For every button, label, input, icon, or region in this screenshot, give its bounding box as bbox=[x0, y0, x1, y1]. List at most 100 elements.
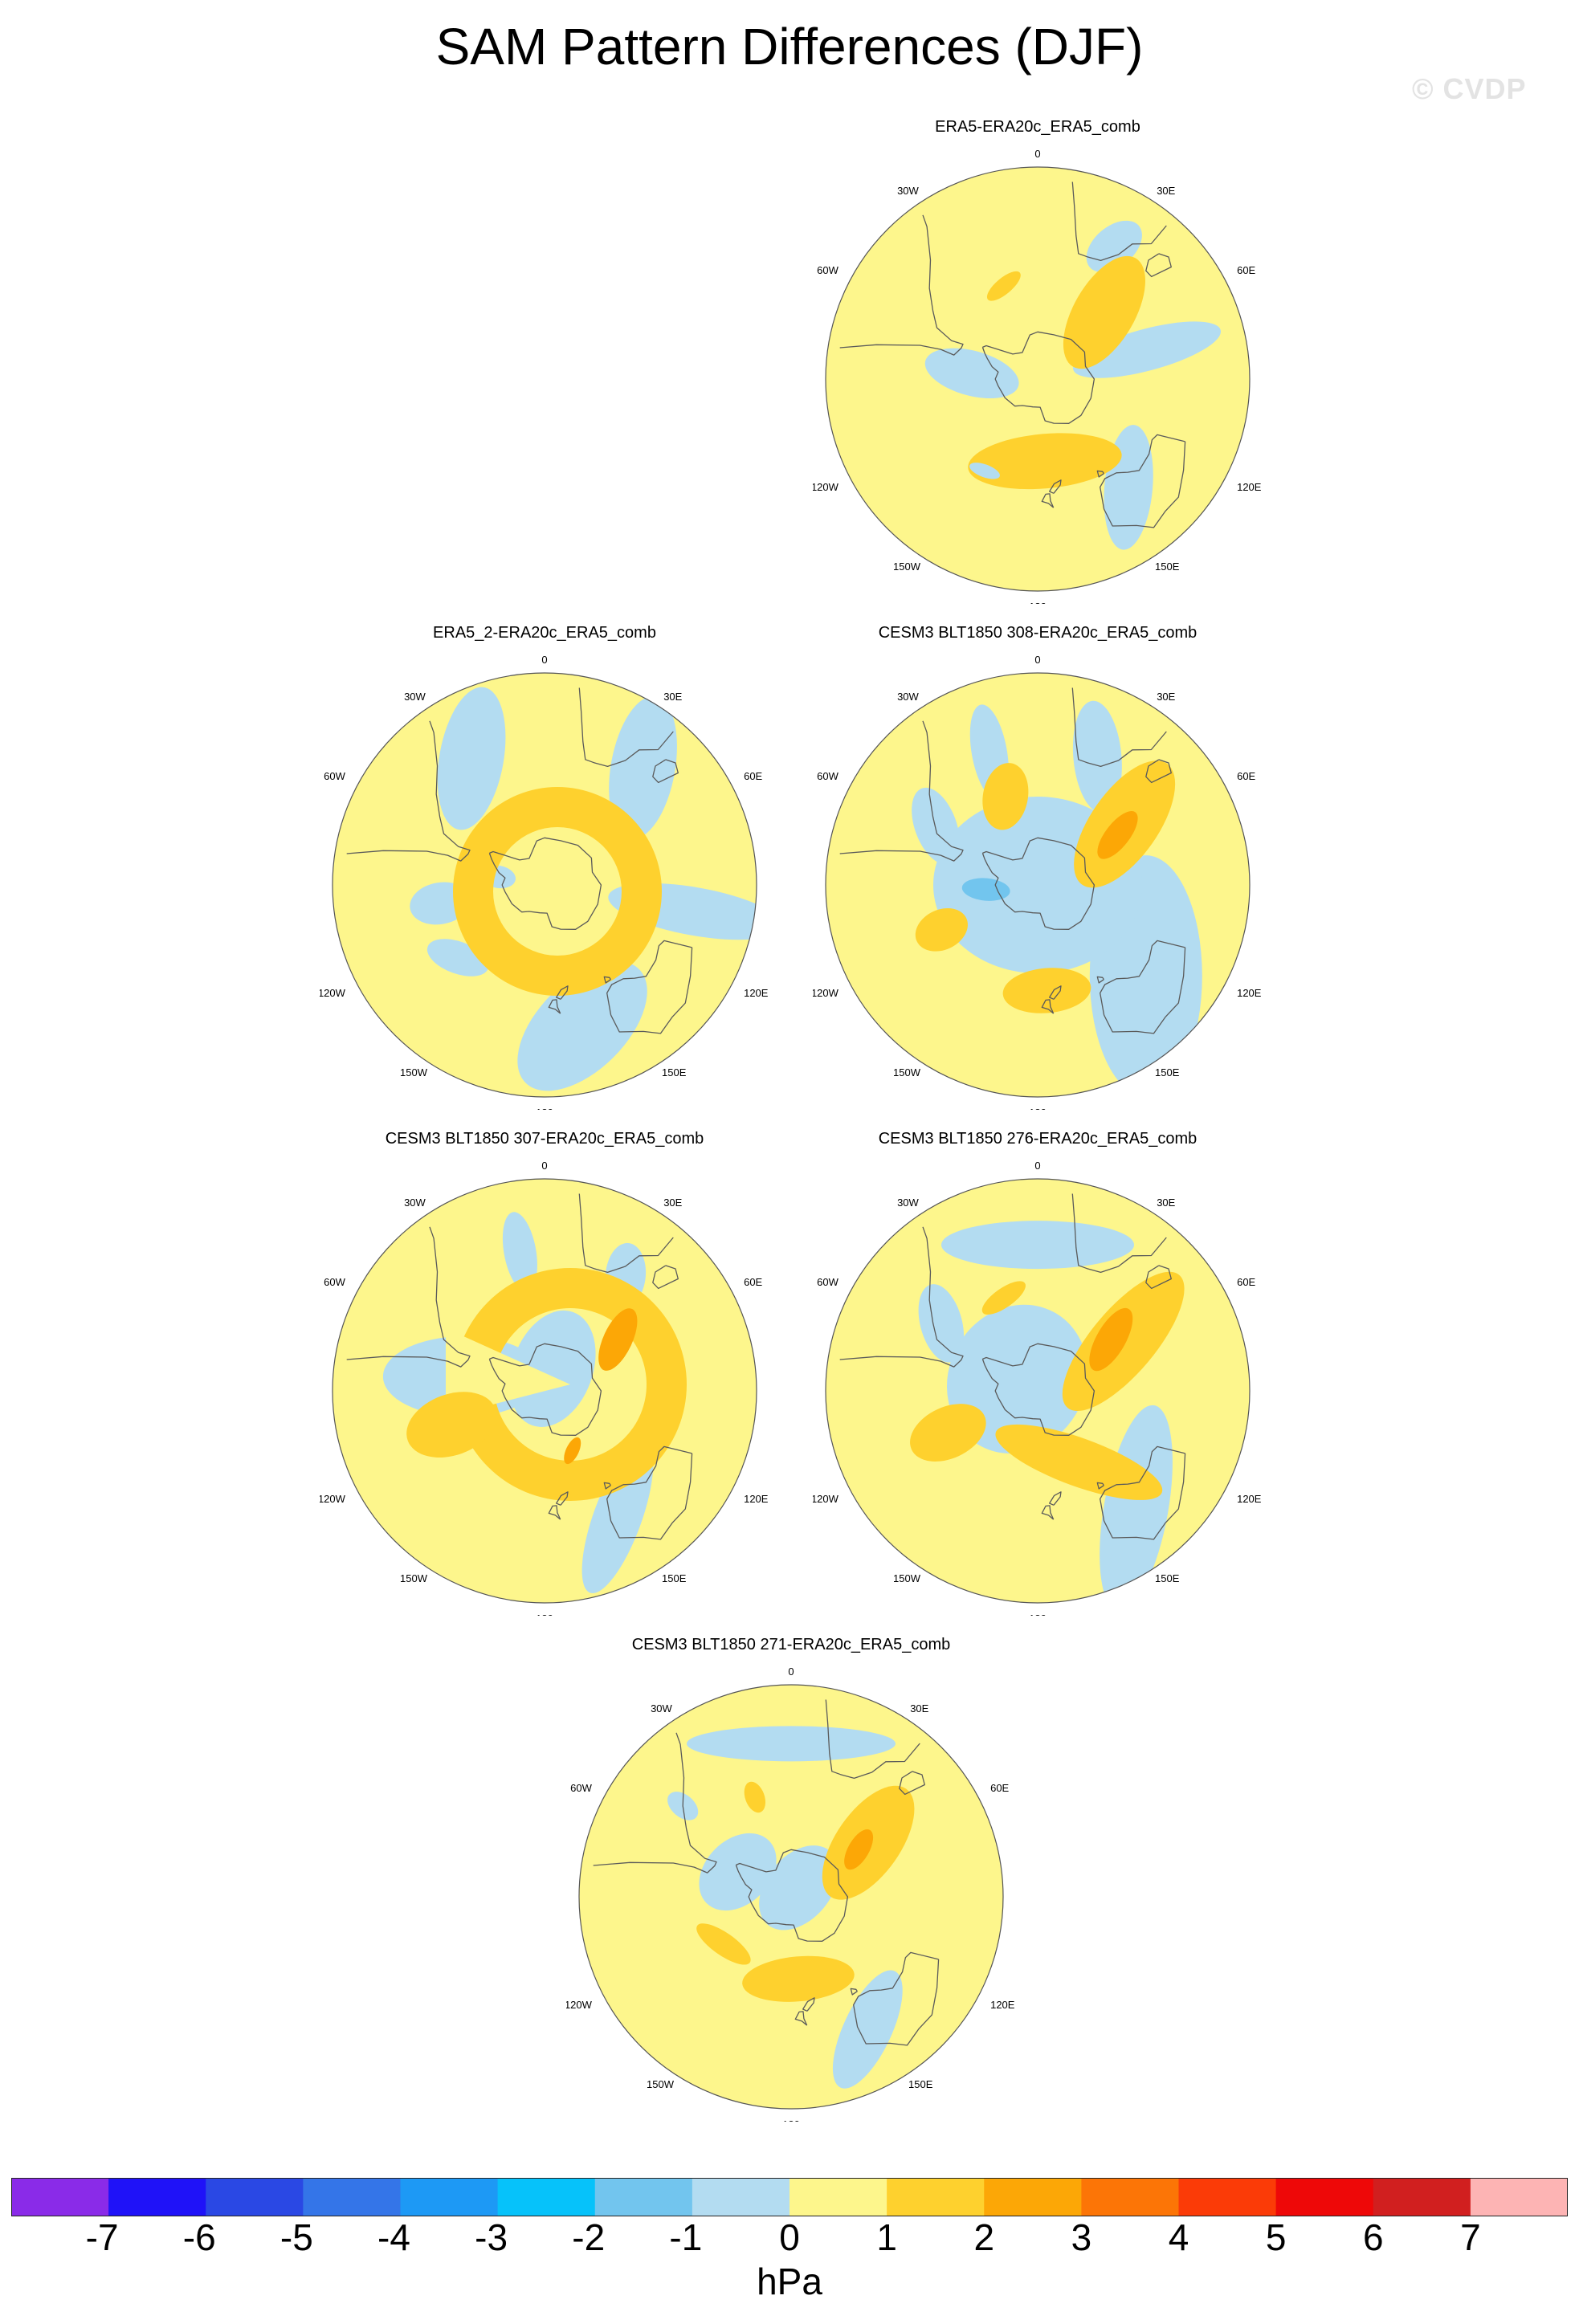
colorbar-tick-label: 5 bbox=[1265, 2216, 1287, 2258]
lon-label-right-lower: 120E bbox=[1237, 987, 1262, 999]
anomaly-orange2 bbox=[1089, 1307, 1133, 1372]
coastline-africa bbox=[825, 1699, 920, 1780]
map-panel-era5-2: ERA5_2-ERA20c_ERA5_comb 030E60E90E120E15… bbox=[320, 623, 769, 1121]
lon-label-top-right: 30E bbox=[663, 1197, 682, 1209]
coastline-tasmania bbox=[603, 976, 611, 984]
lon-label-bottom-right: 150E bbox=[1155, 1572, 1180, 1584]
colorbar-swatch bbox=[1081, 2178, 1180, 2216]
coastline-southAmerica bbox=[346, 1226, 471, 1368]
anomaly-blue bbox=[609, 696, 677, 839]
anomaly-blue bbox=[517, 960, 647, 1091]
lon-label-left-upper: 60W bbox=[324, 1276, 345, 1288]
lon-label-top: 0 bbox=[788, 1666, 794, 1678]
lon-label-bottom-right: 150E bbox=[1155, 1066, 1180, 1078]
anomaly-orange2 bbox=[598, 1308, 638, 1371]
anomaly-orange1 bbox=[986, 271, 1021, 301]
colorbar-tick-label: 2 bbox=[973, 2216, 995, 2258]
lon-label-top: 0 bbox=[1034, 1160, 1040, 1172]
polar-map: 030E60E90E120E150E180150W120W90W60W30W bbox=[320, 1160, 769, 1616]
lon-label-top: 0 bbox=[541, 1160, 547, 1172]
lon-label-top-right: 30E bbox=[663, 691, 682, 703]
anomaly-blue bbox=[969, 463, 1000, 479]
colorbar-tick-label: 3 bbox=[1071, 2216, 1092, 2258]
anomaly-blue bbox=[1072, 700, 1122, 813]
lon-label-top: 0 bbox=[1034, 148, 1040, 160]
coastline-nzSouth bbox=[802, 1997, 815, 2012]
lon-label-right-lower: 120E bbox=[990, 1999, 1015, 2011]
map-panel-cesm308: CESM3 BLT1850 308-ERA20c_ERA5_comb 0 30E 6… bbox=[813, 623, 1263, 1121]
map-outline bbox=[825, 166, 1251, 592]
anomaly-blue bbox=[832, 1970, 903, 2089]
colorbar-swatch bbox=[1470, 2178, 1568, 2216]
lon-label-top-left: 30W bbox=[897, 1197, 919, 1209]
lon-label-top-right: 30E bbox=[1157, 185, 1175, 197]
panel-title: CESM3 BLT1850 307-ERA20c_ERA5_comb bbox=[385, 1130, 704, 1148]
colorbar-swatch bbox=[594, 2178, 693, 2216]
lon-label-left-lower: 120W bbox=[566, 1999, 593, 2011]
colorbar-swatch bbox=[1275, 2178, 1374, 2216]
anomaly-orange1 bbox=[696, 1923, 751, 1965]
coastline-antarctica bbox=[735, 1849, 849, 1942]
anomaly-orange1 bbox=[1002, 968, 1091, 1013]
coastline-nzNorth bbox=[548, 1505, 561, 1520]
anomaly-orange1 bbox=[744, 1781, 766, 1813]
panel-title: ERA5-ERA20c_ERA5_comb bbox=[935, 118, 1140, 136]
colorbar-swatch bbox=[497, 2178, 596, 2216]
anomaly-orange1 bbox=[995, 1424, 1163, 1500]
coastline-antarctica bbox=[981, 331, 1096, 424]
coastline-africa bbox=[1071, 687, 1167, 768]
coastline-tasmania bbox=[1096, 470, 1104, 478]
coastline-nzSouth bbox=[556, 985, 569, 1000]
coastline-tasmania bbox=[1096, 976, 1104, 984]
panel-title: ERA5_2-ERA20c_ERA5_comb bbox=[433, 624, 656, 642]
coastline-madagascar bbox=[1145, 759, 1172, 784]
colorbar-swatch bbox=[400, 2178, 499, 2216]
colorbar-swatch bbox=[108, 2178, 206, 2216]
lon-label-left-upper: 60W bbox=[817, 1276, 838, 1288]
lon-label-bottom: 180 bbox=[536, 1613, 553, 1616]
coastline-australia bbox=[1100, 434, 1186, 528]
lon-label-bottom: 180 bbox=[782, 2118, 800, 2122]
colorbar-tick-label: 0 bbox=[779, 2216, 800, 2258]
field-layer bbox=[826, 673, 1250, 1097]
lon-label-top-left: 30W bbox=[404, 1197, 426, 1209]
polar-map: 030E60E90E120E150E180150W120W90W60W30W bbox=[813, 1160, 1262, 1616]
coastline-southAmerica bbox=[839, 1226, 964, 1368]
colorbar-swatch bbox=[887, 2178, 985, 2216]
lon-label-top-right: 30E bbox=[910, 1702, 928, 1714]
lon-label-left-upper: 60W bbox=[817, 770, 838, 782]
anomaly-orange1 bbox=[915, 907, 968, 952]
panel-title: CESM3 BLT1850 308-ERA20c_ERA5_comb bbox=[878, 624, 1198, 642]
coastline-antarctica bbox=[981, 1343, 1096, 1436]
coastline-australia bbox=[606, 1445, 693, 1540]
coastline-southAmerica bbox=[593, 1732, 717, 1873]
lon-label-bottom-right: 150E bbox=[908, 2078, 933, 2090]
lon-label-right-lower: 120E bbox=[744, 1493, 769, 1505]
lon-label-bottom-left: 150W bbox=[400, 1572, 428, 1584]
coastline-southAmerica bbox=[346, 720, 471, 862]
anomaly-blue bbox=[924, 348, 1019, 399]
lon-label-bottom-left: 150W bbox=[893, 1066, 921, 1078]
lon-label-bottom: 180 bbox=[1029, 1613, 1047, 1616]
coastline-nzSouth bbox=[556, 1491, 569, 1506]
coastline-tasmania bbox=[850, 1988, 858, 1996]
lon-label-bottom-left: 150W bbox=[400, 1066, 428, 1078]
map-outline bbox=[332, 1178, 757, 1604]
map-outline bbox=[825, 672, 1251, 1098]
coastline-australia bbox=[1100, 940, 1186, 1034]
colorbar-swatch bbox=[790, 2178, 887, 2216]
field-layer bbox=[333, 1179, 757, 1603]
lon-label-left-lower: 120W bbox=[813, 481, 839, 493]
map-panel-era5: ERA5-ERA20c_ERA5_comb 030E60E90E120E150E… bbox=[813, 117, 1263, 615]
coastline-southAmerica bbox=[839, 720, 964, 862]
anomaly-blue bbox=[699, 1833, 777, 1911]
coastline-madagascar bbox=[652, 1265, 679, 1290]
map-panel-cesm276: CESM3 BLT1850 276-ERA20c_ERA5_comb 0 30E 6… bbox=[813, 1129, 1263, 1627]
colorbar-tick-label: -2 bbox=[572, 2216, 606, 2258]
coastline-nzNorth bbox=[1041, 1505, 1055, 1520]
anomaly-blue2 bbox=[961, 878, 1010, 901]
anomaly-orange1 bbox=[981, 1281, 1026, 1315]
colorbar-tick-label: -4 bbox=[377, 2216, 410, 2258]
map-outline bbox=[578, 1684, 1004, 2110]
anomaly-ring bbox=[453, 787, 662, 996]
